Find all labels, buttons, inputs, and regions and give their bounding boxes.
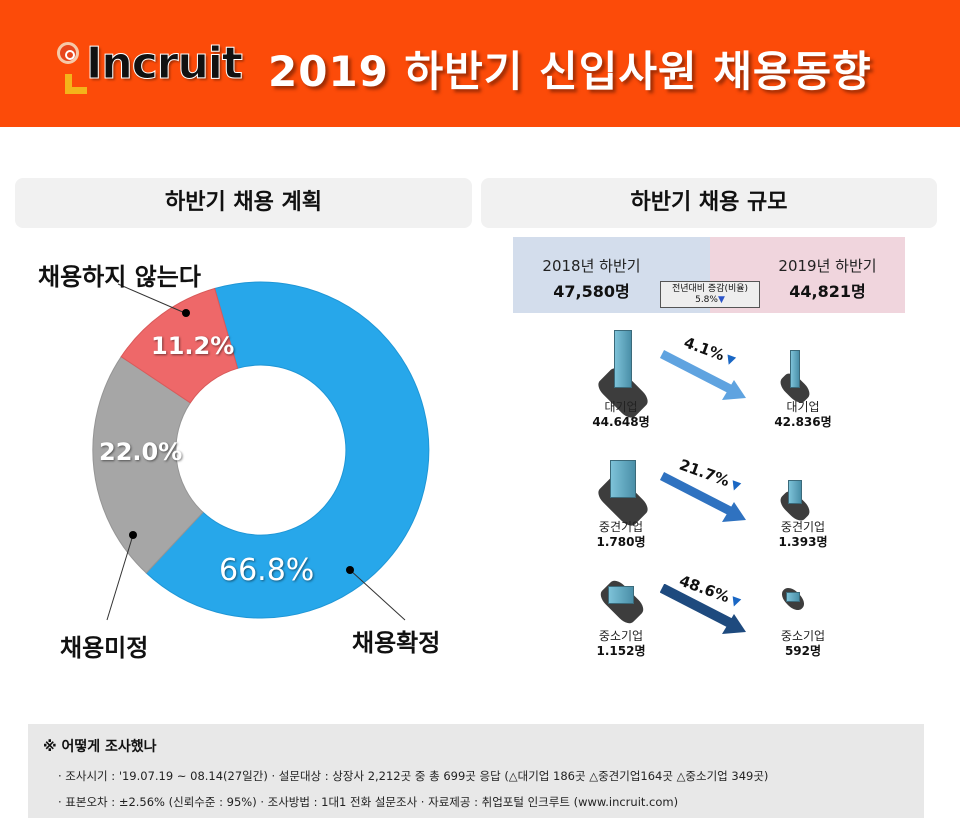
ratio-label: 전년대비 증감(비율) [671,284,749,294]
value-2019: 1.393명 [778,535,828,549]
curr-year-value: 44,821명 [789,282,866,301]
label-not-hiring-pct: 11.2% [151,332,235,360]
row-small-company: 중소기업 1.152명 48.6%▼ 중소기업 592명 [570,570,860,680]
note-line-2: · 표본오차 : ±2.56% (신뢰수준 : 95%) · 조사방법 : 1대… [58,795,679,809]
company-type-2019: 중견기업 [780,520,826,534]
label-undecided-pct: 22.0% [99,438,183,466]
down-triangle-icon: ▼ [717,295,725,305]
page-title: 2019 하반기 신입사원 채용동향 [268,47,872,96]
callout-undecided: 채용미정 [60,634,149,662]
header-banner: Incruit 2019 하반기 신입사원 채용동향 [0,0,960,127]
company-type-2018: 중견기업 [598,520,644,534]
company-type-2019: 대기업 [786,400,820,414]
yoy-ratio-box: 전년대비 증감(비율) 5.8%▼ [660,281,760,308]
callout-not-hiring: 채용하지 않는다 [38,263,201,291]
note-title: ※ 어떻게 조사했나 [43,739,157,755]
callout-confirmed: 채용확정 [352,629,441,657]
prev-year-label: 2018년 하반기 [542,257,641,275]
slice-not-hiring [120,287,239,404]
value-2018: 44.648명 [592,415,650,429]
logo-ring-icon [57,42,79,64]
company-type-2018: 대기업 [604,400,638,414]
panel-title-hiring-scale: 하반기 채용 규모 [481,178,937,228]
value-2018: 1.152명 [596,644,646,658]
prev-year-value: 47,580명 [553,282,630,301]
down-arrow-icon [660,350,746,400]
company-type-2018: 중소기업 [598,629,644,643]
down-arrow-icon [660,584,746,634]
panel-title-hiring-plan: 하반기 채용 계획 [15,178,472,228]
row-mid-company: 중견기업 1.780명 21.7%▼ 중견기업 1.393명 [570,450,860,560]
row-large-company: 대기업 44.648명 4.1%▼ 대기업 42.836명 [570,320,860,430]
slice-confirmed [145,281,430,619]
logo-text: Incruit [86,38,244,90]
label-confirmed-pct: 66.8% [219,553,315,588]
survey-methodology: ※ 어떻게 조사했나 · 조사시기 : '19.07.19 ~ 08.14(27… [28,724,924,818]
logo-l-icon [65,74,87,94]
value-2019: 592명 [784,644,822,658]
curr-year-label: 2019년 하반기 [778,257,877,275]
down-arrow-icon [660,472,746,522]
donut-chart: 채용하지 않는다 채용미정 채용확정 11.2% 22.0% 66.8% [0,240,480,700]
slice-undecided [92,356,204,574]
value-2019: 42.836명 [774,415,832,429]
note-line-1: · 조사시기 : '19.07.19 ~ 08.14(27일간) · 설문대상 … [58,769,769,783]
company-type-2019: 중소기업 [780,629,826,643]
ratio-value: 5.8% [695,295,718,305]
value-2018: 1.780명 [596,535,646,549]
